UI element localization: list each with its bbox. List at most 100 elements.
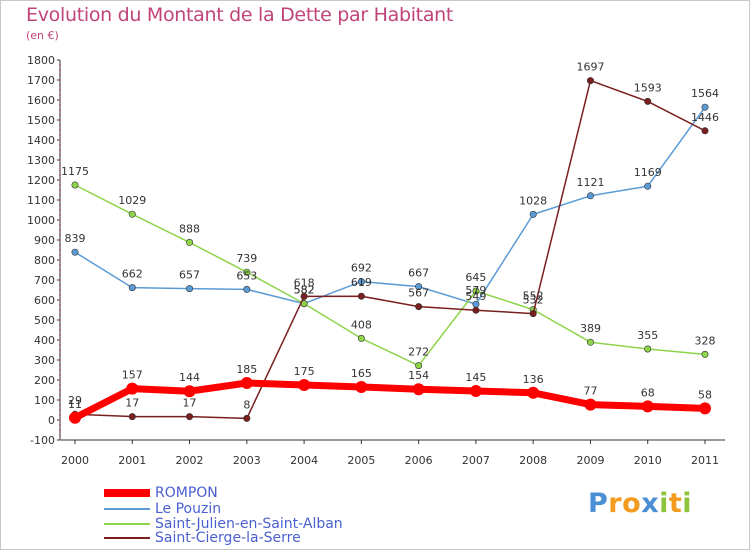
data-label: 1029: [118, 194, 146, 207]
data-point: [586, 192, 594, 200]
data-point: [527, 386, 540, 399]
y-tick-label: 1800: [27, 54, 55, 67]
data-label: 618: [294, 276, 315, 289]
y-tick-label: 1500: [27, 114, 55, 127]
data-point: [584, 398, 597, 411]
chart-title: Evolution du Montant de la Dette par Hab…: [26, 4, 454, 26]
data-label: 552: [523, 290, 544, 303]
data-label: 144: [179, 371, 200, 384]
y-tick-label: 700: [34, 274, 55, 287]
legend: [104, 489, 150, 539]
data-label: 328: [695, 334, 716, 347]
x-tick-label: 2009: [576, 454, 604, 467]
data-point: [472, 287, 480, 295]
data-label: 1121: [576, 176, 604, 189]
data-label: 567: [408, 287, 429, 300]
data-point: [412, 383, 425, 396]
y-tick-label: 1000: [27, 214, 55, 227]
data-label: 389: [580, 322, 601, 335]
data-point: [240, 377, 253, 389]
y-tick-label: 800: [34, 254, 55, 267]
data-point: [357, 292, 365, 300]
data-label: 17: [183, 397, 197, 410]
proxiti-logo: Proxiti: [588, 488, 692, 519]
data-point: [183, 385, 196, 398]
legend-label: Saint-Julien-en-Saint-Alban: [155, 516, 343, 532]
legend-label: ROMPON: [155, 485, 218, 501]
data-label: 408: [351, 318, 372, 331]
data-point: [126, 382, 139, 395]
data-label: 888: [179, 222, 200, 235]
data-label: 667: [408, 267, 429, 280]
logo-letter: o: [622, 488, 642, 519]
data-label: 68: [641, 386, 655, 399]
data-point: [529, 210, 537, 218]
data-label: 645: [465, 271, 486, 284]
data-label: 1175: [61, 165, 89, 178]
x-tick-label: 2003: [233, 454, 261, 467]
y-tick-label: 1400: [27, 134, 55, 147]
data-point: [701, 350, 709, 358]
data-point: [586, 338, 594, 346]
x-tick-label: 2006: [405, 454, 433, 467]
data-point: [529, 310, 537, 318]
legend-label: Saint-Cierge-la-Serre: [155, 530, 301, 546]
data-point: [701, 103, 709, 111]
data-point: [128, 210, 136, 218]
data-label: 549: [465, 290, 486, 303]
logo-letter: x: [641, 488, 660, 519]
data-label: 1169: [634, 166, 662, 179]
data-point: [644, 345, 652, 353]
x-tick-label: 2008: [519, 454, 547, 467]
data-label: 653: [236, 269, 257, 282]
data-point: [300, 292, 308, 300]
x-tick-label: 2010: [634, 454, 662, 467]
data-label: 579: [465, 284, 486, 297]
data-label: 619: [351, 276, 372, 289]
data-label: 532: [523, 294, 544, 307]
data-point: [586, 77, 594, 85]
data-label: 355: [637, 329, 658, 342]
data-point: [69, 411, 81, 424]
data-label: 154: [408, 369, 429, 382]
series-line-rompon: [71, 379, 709, 422]
data-label: 1593: [634, 81, 662, 94]
data-point: [128, 284, 136, 292]
data-label: 272: [408, 346, 429, 359]
logo-letter: i: [682, 488, 693, 519]
data-label: 692: [351, 262, 372, 275]
data-point: [415, 283, 423, 291]
y-tick-label: 900: [34, 234, 55, 247]
x-tick-label: 2007: [462, 454, 490, 467]
data-point: [701, 127, 709, 135]
x-tick-label: 2000: [61, 454, 89, 467]
logo-letter: t: [668, 488, 683, 519]
data-point: [355, 381, 368, 393]
data-point: [469, 385, 482, 397]
data-point: [243, 285, 251, 293]
data-label: 145: [465, 371, 486, 384]
series-line-saint-julien-en-saint-alban: [74, 184, 706, 367]
data-label: 1446: [691, 111, 719, 124]
data-point: [357, 278, 365, 286]
data-label: 8: [243, 398, 250, 411]
x-tick-label: 2005: [347, 454, 375, 467]
series-line-le-pouzin: [74, 106, 706, 305]
data-point: [644, 182, 652, 190]
data-label: 839: [65, 232, 86, 245]
y-tick-label: 1700: [27, 74, 55, 87]
y-tick-label: 500: [34, 314, 55, 327]
y-tick-label: 1600: [27, 94, 55, 107]
data-label: 165: [351, 367, 372, 380]
data-label: 1028: [519, 194, 547, 207]
y-tick-label: 600: [34, 294, 55, 307]
logo-letter: P: [588, 488, 609, 519]
data-point: [128, 413, 136, 421]
y-tick-label: -100: [30, 434, 55, 447]
x-tick-label: 2002: [176, 454, 204, 467]
chart-unit: (en €): [26, 29, 59, 42]
y-tick-label: 0: [48, 414, 55, 427]
data-label: 17: [125, 397, 139, 410]
data-label: 1697: [576, 61, 604, 74]
